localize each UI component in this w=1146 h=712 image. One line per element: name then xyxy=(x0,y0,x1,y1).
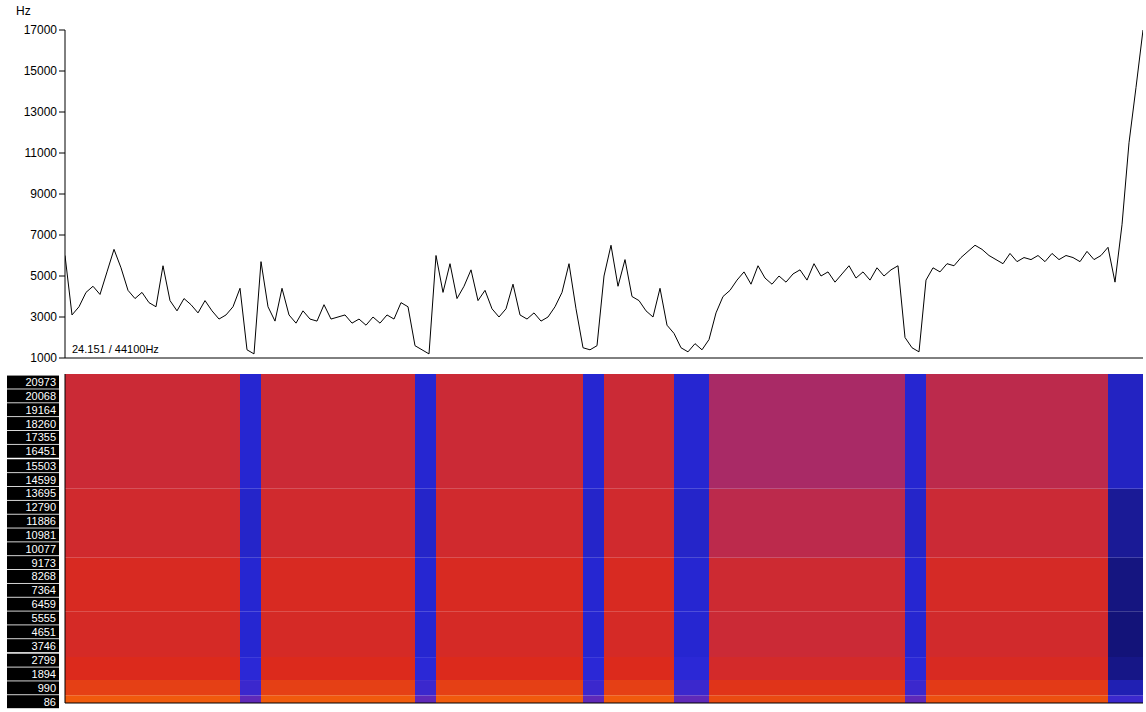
svg-text:86: 86 xyxy=(44,696,56,708)
svg-text:12790: 12790 xyxy=(25,501,56,513)
svg-text:13000: 13000 xyxy=(24,105,58,119)
svg-text:7364: 7364 xyxy=(32,584,56,596)
svg-text:5000: 5000 xyxy=(30,269,57,283)
svg-text:1894: 1894 xyxy=(32,668,56,680)
svg-text:5555: 5555 xyxy=(32,612,56,624)
svg-text:2799: 2799 xyxy=(32,654,56,666)
svg-text:10077: 10077 xyxy=(25,543,56,555)
svg-text:15503: 15503 xyxy=(25,460,56,472)
svg-text:20973: 20973 xyxy=(25,376,56,388)
svg-text:16451: 16451 xyxy=(25,445,56,457)
svg-text:1000: 1000 xyxy=(30,351,57,365)
svg-text:19164: 19164 xyxy=(25,404,56,416)
svg-text:13695: 13695 xyxy=(25,487,56,499)
svg-text:3000: 3000 xyxy=(30,310,57,324)
svg-text:6459: 6459 xyxy=(32,598,56,610)
svg-text:3746: 3746 xyxy=(32,640,56,652)
svg-text:10981: 10981 xyxy=(25,529,56,541)
svg-text:9000: 9000 xyxy=(30,187,57,201)
svg-text:20068: 20068 xyxy=(25,390,56,402)
svg-text:17355: 17355 xyxy=(25,431,56,443)
svg-text:11000: 11000 xyxy=(25,146,58,160)
svg-text:4651: 4651 xyxy=(32,626,56,638)
svg-text:17000: 17000 xyxy=(24,23,58,37)
svg-text:18260: 18260 xyxy=(25,418,56,430)
svg-text:15000: 15000 xyxy=(24,64,58,78)
html-text:24.151 / 44100Hz: 24.151 / 44100Hz xyxy=(72,343,159,355)
svg-text:8268: 8268 xyxy=(32,570,56,582)
svg-text:7000: 7000 xyxy=(30,228,57,242)
html-text:Hz: Hz xyxy=(16,4,31,18)
svg-text:9173: 9173 xyxy=(32,557,56,569)
svg-text:11886: 11886 xyxy=(26,515,56,527)
svg-text:990: 990 xyxy=(38,682,56,694)
svg-text:14599: 14599 xyxy=(25,474,56,486)
